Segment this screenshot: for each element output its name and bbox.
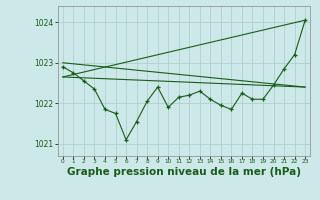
X-axis label: Graphe pression niveau de la mer (hPa): Graphe pression niveau de la mer (hPa) <box>67 167 301 177</box>
